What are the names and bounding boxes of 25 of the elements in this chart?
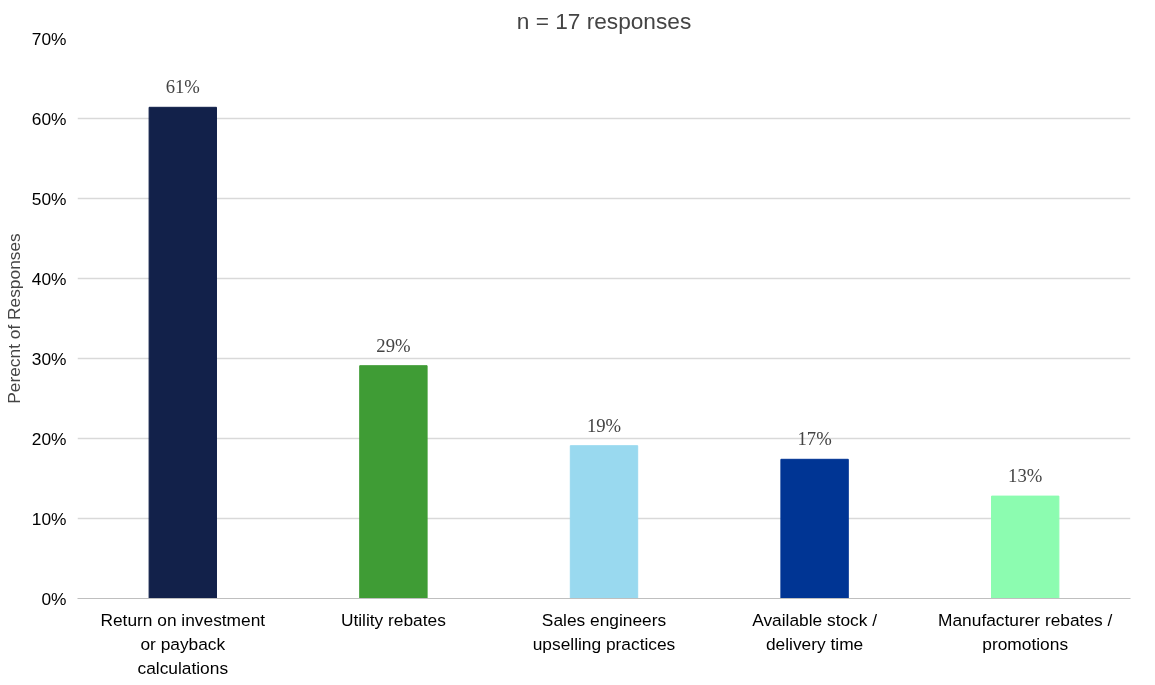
y-tick-label: 50% [31, 188, 67, 209]
data-label: 19% [586, 414, 622, 436]
chart-title: n = 17 responses [516, 7, 692, 34]
y-tick-label: 30% [31, 348, 67, 369]
x-tick-label: Sales engineers upselling practices [532, 609, 676, 654]
x-tick-label: Manufacturer rebates / promotions [938, 609, 1113, 654]
bar [991, 495, 1060, 599]
data-label: 17% [797, 428, 832, 450]
data-label: 13% [1008, 465, 1043, 487]
bar [359, 365, 428, 599]
y-tick-label: 60% [31, 108, 67, 129]
x-tick-label: Utility rebates [340, 609, 447, 630]
bar [569, 445, 639, 599]
data-label: 61% [165, 76, 200, 98]
bar [780, 458, 849, 599]
y-tick-label: 20% [31, 428, 67, 449]
y-axis-title: Perecnt of Responses [3, 232, 24, 404]
y-tick-label: 0% [41, 588, 67, 609]
y-tick-label: 70% [31, 28, 67, 49]
bar [148, 106, 217, 599]
x-tick-label: Return on investment or payback calculations [100, 609, 266, 678]
data-label: 29% [376, 334, 411, 356]
y-tick-label: 10% [31, 508, 67, 529]
x-tick-label: Available stock / delivery time [752, 609, 878, 654]
y-tick-label: 40% [31, 268, 67, 289]
